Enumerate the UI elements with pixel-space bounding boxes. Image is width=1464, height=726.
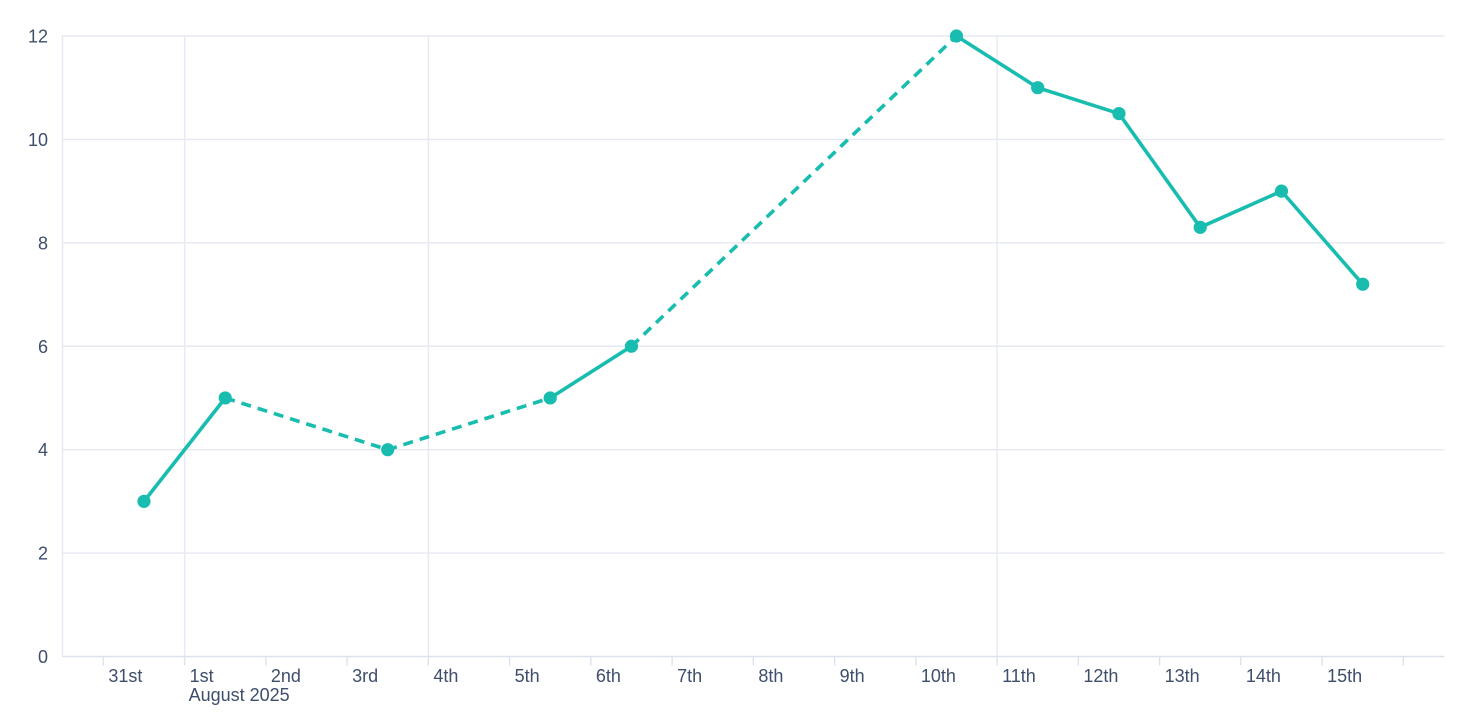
x-axis-label: 7th [677,666,702,686]
data-point[interactable] [381,443,395,457]
x-axis-label: 2nd [271,666,301,686]
y-axis-label: 4 [38,440,48,460]
data-point[interactable] [1193,220,1207,234]
data-point[interactable] [137,494,151,508]
y-axis-labels: 0 2 4 6 8 10 12 [28,27,48,668]
series-segment-solid [955,34,1365,286]
data-point[interactable] [543,391,557,405]
y-axis-label: 8 [38,233,48,253]
y-axis-label: 12 [28,27,48,47]
x-axis-label: 13th [1165,666,1200,686]
y-axis-label: 6 [38,337,48,357]
x-axis-ticks [102,656,1405,666]
y-axis-label: 0 [38,647,48,667]
x-axis-label: 9th [840,666,865,686]
x-axis-label: 5th [515,666,540,686]
data-points [137,29,1370,508]
month-label: August 2025 [189,685,290,705]
horizontal-gridlines [62,35,1445,554]
x-axis-label: 1st [190,666,214,686]
data-point[interactable] [624,339,639,353]
series-line [142,34,1365,503]
series-segment-solid [142,396,227,503]
data-point[interactable] [1112,106,1126,121]
series-segment-dashed [224,396,551,452]
y-axis-label: 2 [38,544,48,564]
data-point[interactable] [1031,81,1045,95]
x-axis-labels: 31st 1st 2nd 3rd 4th 5th 6th 7th 8th 9th 10th 11th 1… [108,666,1362,705]
x-axis-label: 4th [433,666,458,686]
y-axis-label: 10 [28,130,48,150]
series-segment-solid [549,344,633,400]
x-axis-label: 15th [1327,666,1362,686]
x-axis-label: 31st [108,666,142,686]
series-segment-dashed [630,34,958,348]
x-axis-label: 11th [1002,666,1036,686]
data-point[interactable] [1274,184,1289,198]
vertical-gridlines [61,36,998,657]
x-axis-label: 14th [1246,666,1281,686]
x-axis-label: 3rd [352,666,378,686]
x-axis-label: 8th [758,666,783,686]
x-axis-label: 10th [921,666,956,686]
x-axis-label: 6th [596,666,621,686]
data-point[interactable] [1356,277,1370,291]
data-point[interactable] [218,391,232,405]
data-point[interactable] [949,29,964,43]
x-axis-label: 12th [1083,666,1118,686]
